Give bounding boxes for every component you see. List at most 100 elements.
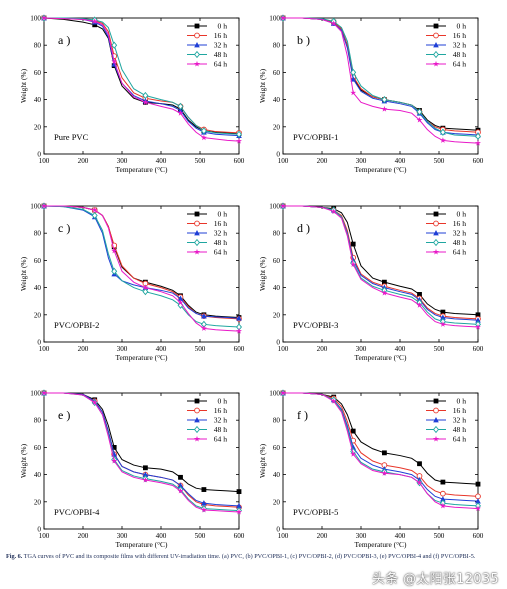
legend-marker (194, 211, 200, 217)
data-point (236, 130, 242, 138)
data-point (201, 313, 207, 319)
y-axis-label: Weight (%) (19, 443, 28, 478)
data-point (236, 137, 242, 144)
legend-label: 0 h (457, 210, 467, 219)
x-tick-label: 300 (117, 532, 128, 540)
x-tick-label: 400 (156, 157, 167, 165)
data-point (111, 247, 118, 254)
series-line (44, 205, 240, 319)
legend-entry: 48 h (426, 238, 466, 247)
sample-label: PVC/OPBI-5 (293, 507, 338, 517)
legend-marker (194, 238, 200, 247)
data-point (416, 302, 423, 308)
series-line (283, 205, 479, 316)
data-point (381, 106, 388, 112)
series-48h (41, 14, 242, 138)
x-tick-label: 400 (156, 532, 167, 540)
data-point (350, 241, 356, 247)
data-point (280, 202, 286, 209)
x-tick-label: 100 (39, 345, 50, 353)
data-point (475, 493, 481, 500)
legend-entry: 64 h (426, 60, 466, 69)
series-line (283, 17, 479, 133)
data-point (440, 490, 446, 497)
series-line (283, 205, 479, 320)
legend-label: 48 h (453, 50, 466, 59)
data-point (142, 99, 149, 105)
legend-entry: 16 h (187, 31, 227, 40)
y-tick-label: 100 (269, 15, 280, 23)
x-tick-label: 200 (317, 532, 328, 540)
y-tick-label: 40 (273, 471, 281, 479)
data-point (280, 14, 286, 21)
data-point (439, 128, 446, 136)
data-point (330, 20, 337, 26)
legend-marker (194, 23, 200, 29)
series-line (44, 392, 240, 507)
data-point (382, 279, 387, 285)
sample-label: Pure PVC (54, 132, 89, 142)
data-point (475, 140, 481, 146)
y-tick-label: 80 (34, 230, 42, 238)
legend-marker (433, 211, 439, 217)
data-point (440, 314, 446, 320)
legend-label: 32 h (453, 416, 466, 425)
data-point (381, 95, 388, 104)
legend-entry: 16 h (187, 406, 227, 415)
data-point (201, 500, 207, 506)
series-line (283, 205, 479, 321)
legend-label: 16 h (453, 219, 466, 228)
x-tick-label: 400 (395, 532, 406, 540)
legend-entry: 0 h (426, 397, 466, 406)
x-tick-label: 600 (473, 345, 484, 353)
plot-frame (43, 392, 240, 530)
legend-label: 48 h (453, 425, 466, 434)
y-tick-label: 40 (34, 284, 42, 292)
legend-label: 32 h (453, 41, 466, 50)
y-tick-label: 40 (273, 96, 281, 104)
series-32h (41, 390, 242, 509)
legend-marker (194, 398, 200, 404)
legend-label: 16 h (453, 31, 466, 40)
data-point (177, 295, 184, 301)
data-point (417, 461, 422, 467)
data-point (350, 89, 357, 96)
legend-marker (194, 32, 200, 39)
series-line (283, 17, 479, 131)
series-line (43, 17, 240, 135)
x-tick-label: 200 (317, 157, 328, 165)
series-0h (280, 203, 481, 318)
y-tick-label: 80 (273, 417, 281, 425)
data-point (330, 208, 337, 214)
series-line (43, 205, 240, 328)
caption-label: Fig. 6. (6, 553, 23, 560)
plot-frame (282, 392, 479, 530)
x-tick-label: 400 (156, 345, 167, 353)
series-16h (280, 203, 481, 322)
y-tick-label: 80 (273, 230, 281, 238)
x-tick-label: 400 (395, 157, 406, 165)
legend-marker (433, 50, 439, 59)
plot-frame (43, 205, 240, 343)
data-point (475, 505, 481, 512)
data-point (416, 479, 423, 486)
panel-label: d ) (297, 221, 310, 235)
legend-label: 32 h (214, 41, 227, 50)
legend-marker (194, 230, 200, 236)
legend-marker (194, 60, 200, 67)
data-point (91, 206, 98, 213)
x-tick-label: 300 (356, 345, 367, 353)
x-axis-label: Temperature (°C) (355, 540, 407, 549)
legend-label: 64 h (453, 60, 466, 69)
x-tick-label: 300 (356, 532, 367, 540)
series-line (283, 392, 479, 502)
plot-frame (282, 17, 479, 155)
data-point (41, 14, 47, 21)
series-32h (280, 390, 481, 504)
data-point (177, 482, 184, 488)
y-tick-label: 100 (269, 203, 280, 211)
legend-entry: 64 h (187, 248, 227, 257)
legend-label: 32 h (214, 416, 227, 425)
legend-entry: 48 h (187, 425, 227, 434)
y-axis-label: Weight (%) (19, 68, 28, 103)
